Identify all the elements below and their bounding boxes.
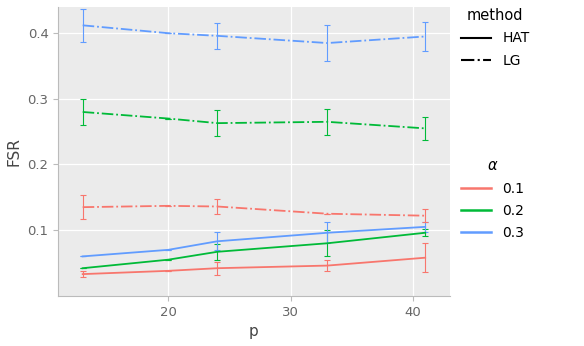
Legend: 0.1, 0.2, 0.3: 0.1, 0.2, 0.3	[461, 158, 524, 240]
Y-axis label: FSR: FSR	[7, 137, 22, 166]
X-axis label: p: p	[249, 324, 259, 339]
